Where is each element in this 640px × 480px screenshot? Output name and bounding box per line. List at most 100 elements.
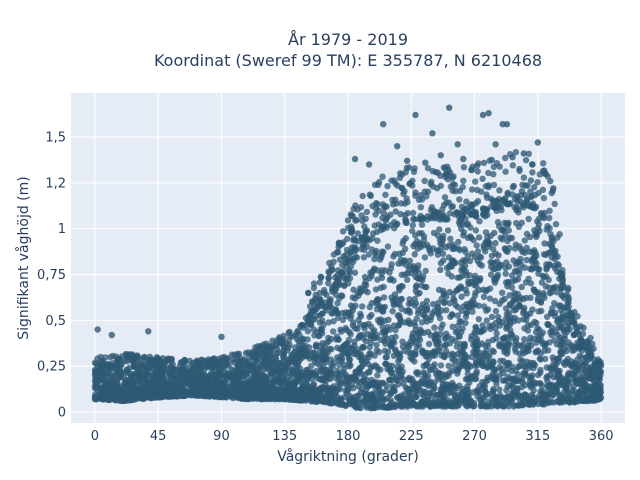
data-point: [344, 340, 351, 347]
data-point: [485, 403, 493, 410]
data-point: [325, 319, 332, 326]
data-point: [209, 364, 217, 371]
data-point: [320, 363, 327, 370]
data-point: [519, 248, 526, 256]
data-point: [125, 396, 132, 404]
data-point: [424, 165, 432, 172]
data-point: [535, 308, 542, 315]
data-point: [221, 373, 228, 380]
data-point: [520, 350, 527, 357]
data-point: [507, 300, 514, 308]
data-point: [476, 277, 483, 284]
data-point: [319, 354, 326, 362]
data-point: [320, 346, 327, 353]
data-point: [354, 325, 361, 332]
data-point: [585, 395, 592, 403]
data-point: [416, 386, 424, 393]
data-point: [325, 268, 332, 275]
data-point: [397, 200, 405, 207]
data-point: [252, 374, 259, 381]
data-point: [502, 270, 509, 277]
data-point: [491, 297, 499, 305]
data-point: [280, 372, 287, 379]
data-point: [354, 230, 361, 237]
data-point: [390, 352, 398, 359]
data-point: [406, 296, 413, 303]
data-point: [406, 397, 414, 404]
data-point: [505, 263, 513, 270]
data-point: [540, 289, 547, 297]
data-point: [351, 373, 358, 380]
data-point: [140, 394, 147, 401]
data-point: [547, 231, 554, 238]
data-point: [163, 357, 170, 365]
data-point: [502, 168, 509, 175]
data-point: [236, 361, 243, 368]
data-point: [502, 361, 510, 369]
data-point: [500, 226, 507, 233]
data-point: [579, 330, 587, 337]
data-point: [506, 234, 514, 242]
data-point: [173, 371, 181, 378]
data-point: [535, 371, 542, 379]
data-point: [447, 235, 454, 242]
data-point: [401, 188, 408, 195]
outlier-point: [485, 110, 492, 117]
data-point: [423, 361, 430, 368]
data-point: [112, 387, 120, 394]
data-point: [411, 358, 418, 365]
data-point: [267, 344, 274, 351]
data-point: [349, 322, 357, 329]
data-point: [363, 208, 371, 216]
data-point: [101, 395, 108, 402]
data-point: [378, 274, 386, 281]
data-point: [449, 323, 456, 330]
data-point: [327, 396, 334, 404]
data-point: [211, 392, 219, 400]
data-point: [418, 196, 426, 203]
data-point: [491, 275, 498, 283]
data-point: [425, 340, 433, 348]
data-point: [348, 212, 355, 219]
data-point: [418, 221, 426, 228]
data-point: [412, 232, 419, 239]
data-point: [512, 241, 519, 248]
data-point: [427, 389, 434, 396]
data-point: [398, 282, 405, 290]
data-point: [510, 389, 517, 396]
data-point: [541, 393, 548, 400]
data-point: [389, 196, 396, 204]
data-point: [408, 333, 416, 340]
data-point: [524, 182, 531, 189]
outlier-point: [218, 333, 225, 340]
data-point: [473, 282, 480, 290]
data-point: [406, 309, 414, 316]
data-point: [529, 204, 537, 211]
data-point: [416, 289, 423, 297]
data-point: [510, 182, 517, 190]
data-point: [415, 342, 423, 349]
data-point: [520, 370, 527, 377]
data-point: [149, 392, 156, 400]
data-point: [339, 228, 347, 235]
data-point: [394, 367, 401, 374]
data-point: [229, 356, 236, 364]
data-point: [459, 348, 466, 355]
data-point: [417, 326, 424, 333]
data-point: [366, 191, 374, 198]
data-point: [545, 276, 552, 284]
data-point: [571, 398, 578, 405]
data-point: [177, 359, 184, 366]
data-point: [576, 397, 583, 404]
data-point: [310, 380, 317, 388]
data-point: [327, 375, 334, 383]
data-point: [118, 396, 125, 404]
data-point: [484, 233, 491, 241]
data-point: [306, 303, 314, 310]
data-point: [431, 348, 438, 355]
data-point: [428, 213, 435, 220]
data-point: [463, 310, 470, 317]
data-point: [350, 205, 357, 213]
data-point: [439, 250, 447, 257]
data-point: [216, 364, 223, 371]
